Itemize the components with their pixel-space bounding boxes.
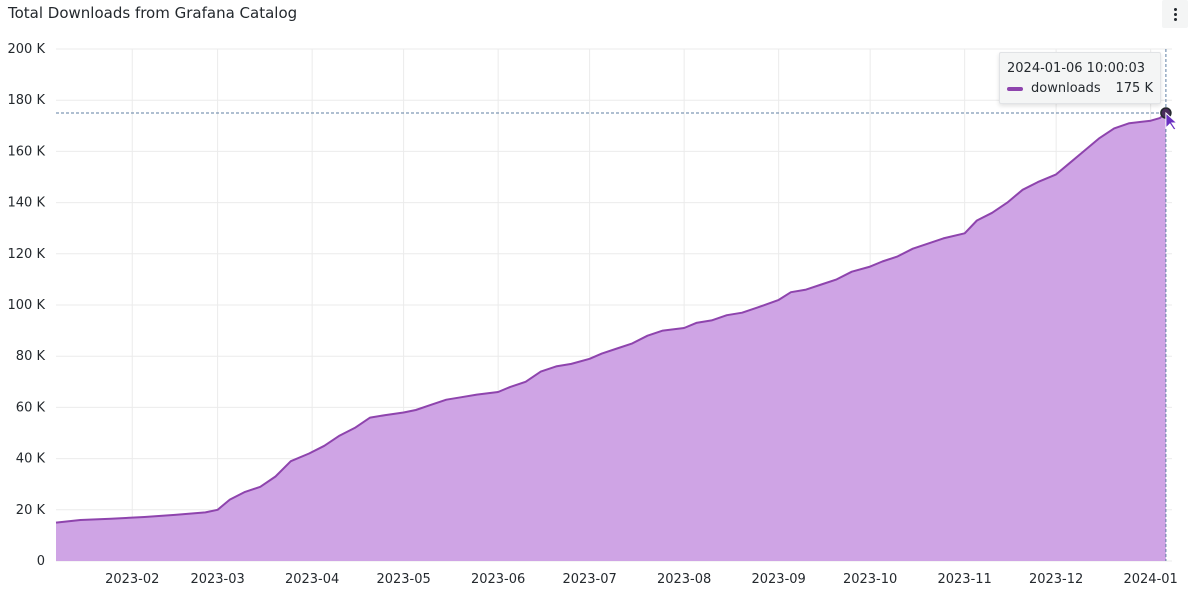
plot-area <box>55 112 1167 561</box>
tooltip-series-row: downloads 175 K <box>1007 81 1153 96</box>
x-tick-label: 2023-09 <box>751 572 805 587</box>
y-tick-label: 0 <box>37 554 45 569</box>
hover-tooltip: 2024-01-06 10:00:03 downloads 175 K <box>999 52 1161 104</box>
y-tick-label: 60 K <box>16 400 46 415</box>
vertical-ellipsis-icon <box>1173 7 1177 21</box>
tooltip-series-name: downloads <box>1031 81 1101 96</box>
x-tick-label: 2023-05 <box>376 572 430 587</box>
y-tick-label: 180 K <box>8 93 46 108</box>
x-tick-label: 2023-08 <box>657 572 711 587</box>
series-area-downloads <box>56 113 1166 561</box>
y-tick-label: 100 K <box>8 298 46 313</box>
y-tick-label: 80 K <box>16 349 46 364</box>
y-tick-label: 200 K <box>8 42 46 57</box>
x-tick-label: 2024-01 <box>1123 572 1177 587</box>
series-color-swatch <box>1007 86 1023 91</box>
x-tick-label: 2023-12 <box>1029 572 1083 587</box>
y-tick-label: 20 K <box>16 503 46 518</box>
x-tick-label: 2023-06 <box>471 572 525 587</box>
tooltip-series-value: 175 K <box>1115 81 1153 96</box>
x-tick-label: 2023-11 <box>937 572 991 587</box>
x-tick-label: 2023-02 <box>105 572 159 587</box>
series-line-downloads <box>55 112 1167 524</box>
x-tick-label: 2023-07 <box>562 572 616 587</box>
y-tick-label: 140 K <box>8 196 46 211</box>
x-axis: 2023-02 2023-03 2023-04 2023-05 2023-06 2023-… <box>105 572 1178 587</box>
x-tick-label: 2023-10 <box>843 572 897 587</box>
tooltip-time: 2024-01-06 10:00:03 <box>1007 61 1146 76</box>
y-tick-label: 160 K <box>8 144 46 159</box>
y-axis: 0 20 K 40 K 60 K 80 K 100 K 120 K 140 K 160 K 180… <box>8 42 46 569</box>
x-tick-label: 2023-03 <box>190 572 244 587</box>
hover-overlay <box>56 49 1179 561</box>
y-tick-label: 40 K <box>16 452 46 467</box>
panel-menu-button[interactable] <box>1162 0 1188 28</box>
x-tick-label: 2023-04 <box>285 572 339 587</box>
y-tick-label: 120 K <box>8 247 46 262</box>
panel-title: Total Downloads from Grafana Catalog <box>8 4 298 22</box>
cursor-pointer-icon <box>1165 111 1179 131</box>
